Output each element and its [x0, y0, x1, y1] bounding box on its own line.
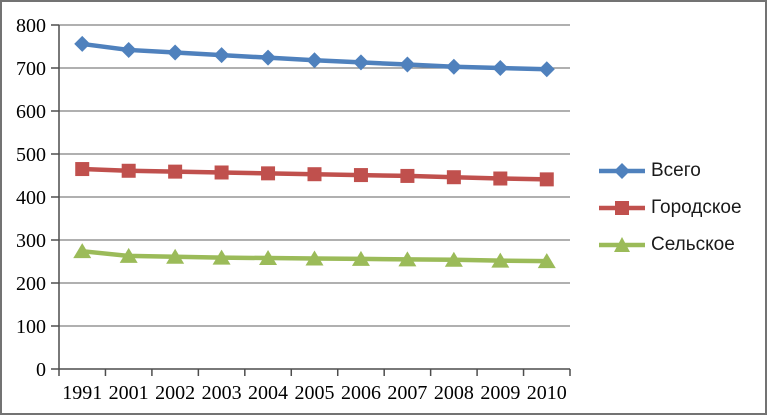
triangle-marker-icon: [119, 247, 138, 263]
square-marker-icon: [75, 162, 90, 177]
triangle-marker-icon: [305, 250, 324, 266]
x-tick-label: 2008: [434, 382, 474, 404]
square-marker-icon: [121, 163, 136, 178]
square-marker-icon: [539, 172, 554, 187]
x-tick-label: 2006: [341, 382, 381, 404]
triangle-marker-icon: [73, 243, 92, 259]
triangle-marker-icon: [166, 248, 185, 264]
legend-label: Всего: [651, 160, 701, 181]
y-tick-label: 300: [16, 230, 46, 252]
diamond-marker-icon: [120, 41, 137, 58]
legend-item-vsego: Всего: [599, 160, 742, 182]
square-marker-icon: [214, 165, 229, 180]
square-marker-icon: [446, 170, 461, 185]
diamond-marker-icon: [260, 49, 277, 66]
y-tick-label: 0: [36, 359, 46, 381]
legend-item-gorodskoe: Городское: [599, 197, 742, 219]
legend-label: Сельское: [651, 234, 735, 255]
y-tick-label: 400: [16, 187, 46, 209]
y-tick-label: 100: [16, 316, 46, 338]
triangle-marker-icon: [259, 250, 278, 266]
y-tick-label: 600: [16, 101, 46, 123]
diamond-marker-icon: [352, 54, 369, 71]
square-marker-icon: [493, 171, 508, 186]
triangle-marker-icon: [398, 251, 417, 267]
diamond-marker-icon: [74, 35, 91, 52]
x-tick-label: 2007: [387, 382, 427, 404]
y-tick-label: 500: [16, 144, 46, 166]
diamond-marker-icon: [492, 60, 509, 76]
square-marker-icon: [307, 167, 322, 182]
legend: Всего Городское Сельское: [599, 160, 742, 256]
x-tick-label: 2009: [480, 382, 520, 404]
legend-item-selskoe: Сельское: [599, 234, 742, 256]
triangle-marker-icon: [212, 249, 231, 265]
x-tick-label: 2001: [109, 382, 149, 404]
diamond-marker-icon: [167, 44, 184, 61]
x-tick-label: 2005: [295, 382, 335, 404]
y-tick-label: 200: [16, 273, 46, 295]
x-tick-label: 2004: [248, 382, 288, 404]
x-tick-label: 2002: [155, 382, 195, 404]
triangle-marker-icon: [351, 250, 370, 266]
diamond-marker-icon: [445, 58, 462, 75]
diamond-marker-icon: [399, 56, 416, 73]
y-tick-label: 700: [16, 58, 46, 80]
triangle-marker-icon: [491, 252, 510, 268]
square-marker-icon: [400, 168, 415, 183]
legend-key-diamond-icon: [599, 163, 645, 179]
square-marker-icon: [168, 164, 183, 179]
x-tick-label: 2003: [202, 382, 242, 404]
x-tick-label: 2010: [527, 382, 567, 404]
x-tick-label: 1991: [62, 382, 102, 404]
diamond-marker-icon: [306, 52, 323, 69]
square-marker-icon: [261, 166, 276, 181]
y-tick-label: 800: [16, 15, 46, 37]
legend-key-triangle-icon: [599, 237, 645, 252]
legend-key-square-icon: [599, 201, 645, 215]
triangle-marker-icon: [444, 251, 463, 267]
triangle-marker-icon: [537, 253, 556, 269]
diamond-marker-icon: [213, 47, 230, 64]
square-marker-icon: [353, 168, 368, 183]
diamond-marker-icon: [538, 61, 555, 78]
legend-label: Городское: [651, 197, 742, 218]
